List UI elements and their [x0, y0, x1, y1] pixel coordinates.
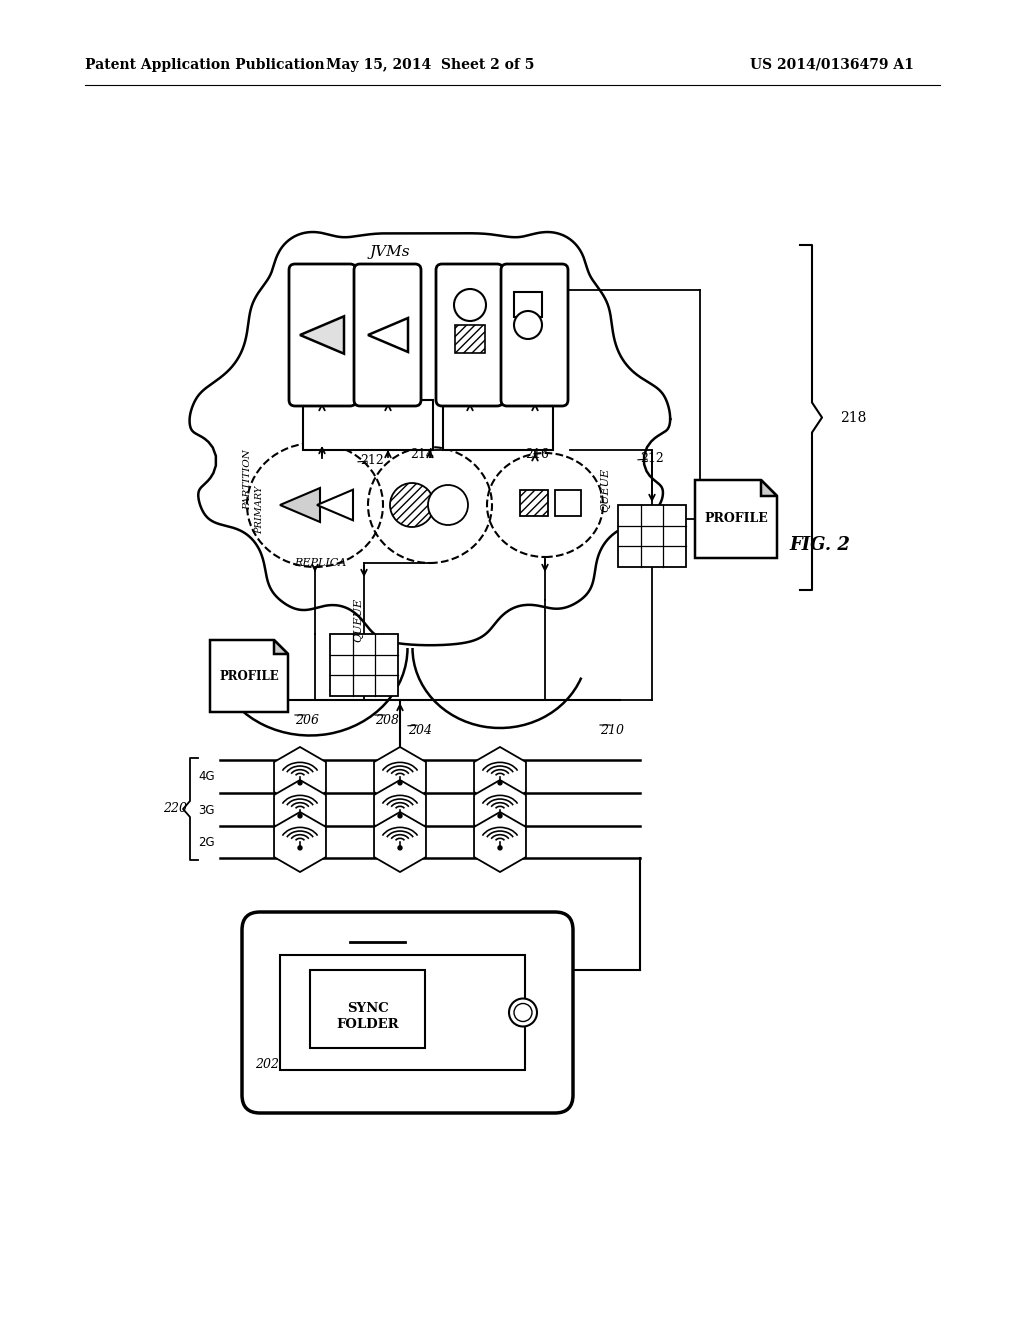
- Circle shape: [498, 846, 502, 850]
- Polygon shape: [474, 812, 526, 873]
- Polygon shape: [374, 780, 426, 840]
- Circle shape: [509, 998, 537, 1027]
- Text: 4G: 4G: [199, 771, 215, 784]
- Polygon shape: [474, 780, 526, 840]
- Text: FIG. 2: FIG. 2: [790, 536, 851, 554]
- Text: 212: 212: [360, 454, 384, 466]
- FancyBboxPatch shape: [289, 264, 356, 407]
- Text: QUEUE: QUEUE: [600, 467, 610, 512]
- Text: 3G: 3G: [199, 804, 215, 817]
- Circle shape: [298, 781, 302, 785]
- Bar: [310, 970, 425, 1048]
- Polygon shape: [368, 318, 408, 352]
- Text: 2G: 2G: [199, 836, 215, 849]
- Bar: [618, 506, 686, 568]
- Circle shape: [454, 289, 486, 321]
- Bar: [520, 490, 548, 516]
- Bar: [303, 400, 433, 450]
- Text: PARTITION: PARTITION: [244, 450, 253, 511]
- Polygon shape: [300, 317, 344, 354]
- Text: 212: 212: [640, 451, 664, 465]
- Text: 210: 210: [600, 723, 624, 737]
- Text: US 2014/0136479 A1: US 2014/0136479 A1: [750, 58, 913, 73]
- Polygon shape: [695, 480, 777, 558]
- Text: 206: 206: [295, 714, 319, 726]
- Text: 216: 216: [525, 449, 549, 462]
- Circle shape: [398, 814, 402, 818]
- Bar: [443, 400, 553, 450]
- Text: 202: 202: [255, 1059, 279, 1072]
- Polygon shape: [274, 812, 326, 873]
- FancyBboxPatch shape: [436, 264, 503, 407]
- Bar: [514, 292, 542, 317]
- Polygon shape: [317, 490, 353, 520]
- Text: FOLDER: FOLDER: [337, 1019, 399, 1031]
- Polygon shape: [280, 488, 319, 521]
- Text: 208: 208: [375, 714, 399, 726]
- FancyBboxPatch shape: [242, 912, 573, 1113]
- Bar: [330, 634, 398, 696]
- Polygon shape: [374, 747, 426, 807]
- Text: 214: 214: [410, 449, 434, 462]
- Circle shape: [498, 781, 502, 785]
- Circle shape: [514, 1003, 532, 1022]
- Polygon shape: [274, 640, 288, 653]
- Circle shape: [398, 781, 402, 785]
- Text: PROFILE: PROFILE: [219, 669, 279, 682]
- Polygon shape: [274, 780, 326, 840]
- Text: JVMs: JVMs: [370, 246, 411, 259]
- Polygon shape: [274, 747, 326, 807]
- Text: 218: 218: [840, 411, 866, 425]
- Circle shape: [514, 312, 542, 339]
- Text: 220: 220: [163, 803, 187, 816]
- FancyBboxPatch shape: [501, 264, 568, 407]
- Text: PROFILE: PROFILE: [705, 512, 768, 525]
- FancyBboxPatch shape: [354, 264, 421, 407]
- Polygon shape: [210, 640, 288, 711]
- Circle shape: [398, 846, 402, 850]
- Text: 204: 204: [408, 723, 432, 737]
- Circle shape: [298, 846, 302, 850]
- Bar: [555, 490, 581, 516]
- Bar: [280, 954, 525, 1071]
- Text: SYNC: SYNC: [347, 1002, 389, 1015]
- Bar: [455, 325, 485, 352]
- Text: REPLICA: REPLICA: [294, 558, 346, 568]
- Circle shape: [498, 814, 502, 818]
- Circle shape: [298, 814, 302, 818]
- Text: May 15, 2014  Sheet 2 of 5: May 15, 2014 Sheet 2 of 5: [326, 58, 535, 73]
- Polygon shape: [761, 480, 777, 496]
- Polygon shape: [374, 812, 426, 873]
- Polygon shape: [474, 747, 526, 807]
- Text: Patent Application Publication: Patent Application Publication: [85, 58, 325, 73]
- Circle shape: [390, 483, 434, 527]
- Text: PRIMARY: PRIMARY: [256, 486, 264, 535]
- Circle shape: [428, 484, 468, 525]
- Text: QUEUE: QUEUE: [353, 598, 364, 642]
